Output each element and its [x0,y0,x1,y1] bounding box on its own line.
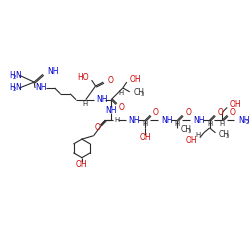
Text: CH: CH [180,125,191,134]
Text: N: N [16,71,21,80]
Text: O: O [230,108,236,117]
Text: 2: 2 [13,88,16,92]
Text: O: O [107,76,113,85]
Text: NH: NH [238,116,250,125]
Text: 2: 2 [246,120,249,124]
Text: OH: OH [76,160,88,169]
Text: 3: 3 [225,134,228,139]
Text: H: H [175,121,180,127]
Text: O: O [185,108,191,117]
Text: OH: OH [230,100,242,109]
Text: H: H [207,121,212,127]
Text: H: H [196,132,201,138]
Text: H: H [118,90,123,96]
Text: HO: HO [77,73,89,82]
Text: NH: NH [47,67,58,76]
Text: O: O [94,124,100,132]
Text: OH: OH [185,136,197,145]
Text: OH: OH [140,133,151,142]
Text: H: H [9,84,14,92]
Text: 2: 2 [13,75,16,80]
Text: N: N [16,84,21,92]
Text: NH: NH [193,116,204,125]
Text: NH: NH [106,106,117,115]
Text: 3: 3 [187,129,190,134]
Text: H: H [220,121,225,127]
Text: H: H [143,121,148,127]
Text: NH: NH [96,95,108,104]
Text: O: O [153,108,159,117]
Text: NH: NH [129,116,140,125]
Text: H: H [114,117,119,123]
Text: NH: NH [161,116,172,125]
Text: CH: CH [134,88,144,97]
Text: H: H [82,100,87,106]
Text: H: H [9,71,14,80]
Text: 3: 3 [140,92,144,97]
Text: NH: NH [35,84,46,92]
Text: OH: OH [130,75,141,84]
Text: CH: CH [218,130,230,139]
Text: O: O [119,103,125,112]
Text: O: O [218,108,223,117]
